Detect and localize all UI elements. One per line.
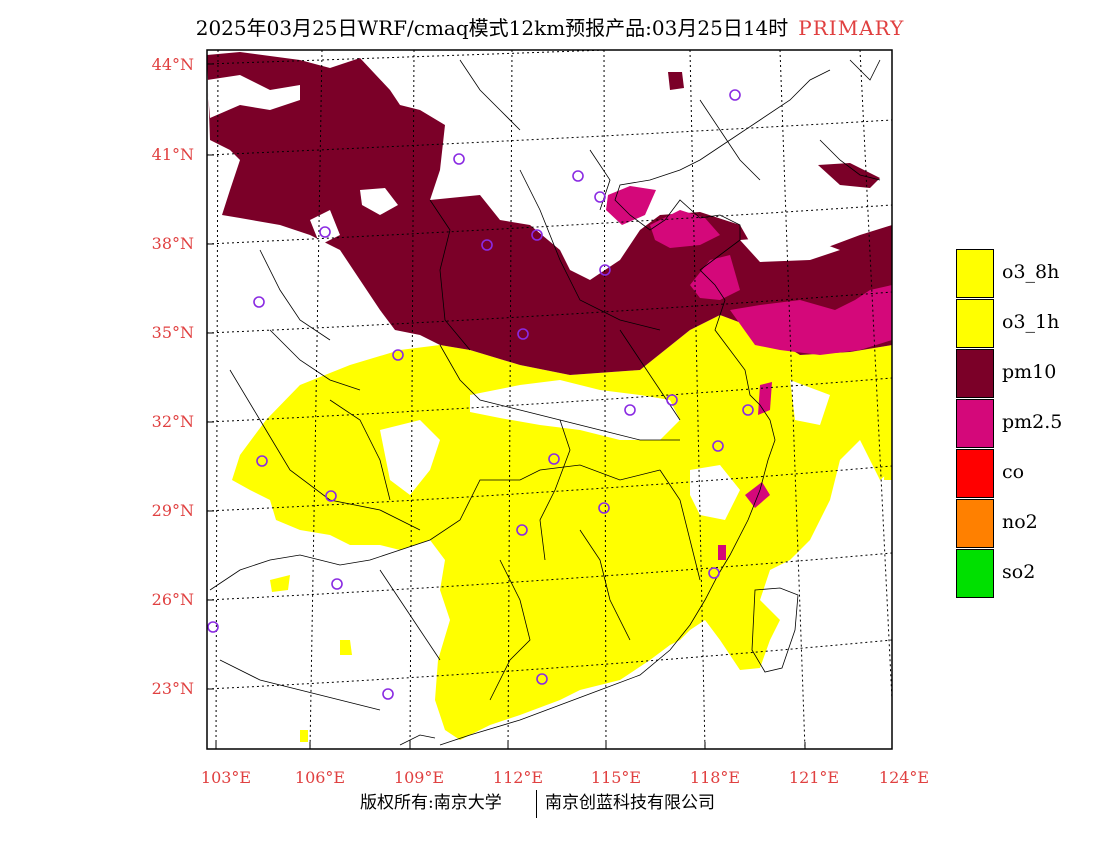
legend-swatch <box>956 349 994 398</box>
pm10-patch <box>818 163 880 188</box>
map-area <box>207 50 892 749</box>
o3-patch <box>270 575 290 592</box>
legend-item-so2: so2 <box>956 549 1096 599</box>
o3-patch <box>300 730 308 742</box>
lon-label: 121°E <box>788 768 840 787</box>
lon-label: 109°E <box>393 768 445 787</box>
station-marker <box>481 239 493 251</box>
legend-swatch <box>956 449 994 498</box>
lon-label: 112°E <box>492 768 544 787</box>
station-marker <box>572 170 584 182</box>
lat-label: 35°N <box>151 323 194 342</box>
pm10-gap <box>207 75 300 118</box>
pollutant-legend: o3_8h o3_1h pm10 pm2.5 co no2 so2 <box>956 249 1096 599</box>
legend-item-pm10: pm10 <box>956 349 1096 399</box>
legend-item-co: co <box>956 449 1096 499</box>
legend-label: o3_1h <box>1002 311 1060 333</box>
map-frame <box>206 49 893 750</box>
copyright-text: 版权所有:南京大学 <box>360 793 502 813</box>
station-marker <box>708 567 720 579</box>
lon-label: 103°E <box>200 768 252 787</box>
pm10-gap <box>360 188 398 215</box>
company-text: 南京创蓝科技有限公司 <box>545 793 715 813</box>
pm25-region <box>730 285 892 355</box>
footer-divider <box>536 790 537 818</box>
legend-swatch <box>956 499 994 548</box>
legend-label: pm10 <box>1002 361 1057 383</box>
station-marker <box>531 229 543 241</box>
station-marker <box>624 404 636 416</box>
legend-label: so2 <box>1002 561 1036 583</box>
pm10-gap <box>740 235 840 262</box>
station-marker <box>666 394 678 406</box>
boundaries <box>209 59 881 746</box>
legend-label: o3_8h <box>1002 261 1060 283</box>
station-marker <box>548 453 560 465</box>
lat-label: 32°N <box>151 412 194 431</box>
station-markers <box>207 89 754 700</box>
legend-item-no2: no2 <box>956 499 1096 549</box>
map-title: 2025年03月25日WRF/cmaq模式12km预报产品:03月25日14时 P… <box>0 12 1100 41</box>
station-marker <box>712 440 724 452</box>
lat-label: 41°N <box>151 145 194 164</box>
station-marker <box>207 621 219 633</box>
lat-label: 38°N <box>151 234 194 253</box>
o3-patch <box>884 440 892 480</box>
station-marker <box>536 673 548 685</box>
station-marker <box>453 153 465 165</box>
lat-label: 44°N <box>151 55 194 74</box>
graticule <box>207 50 892 749</box>
o3-gap <box>470 380 680 440</box>
station-marker <box>594 191 606 203</box>
legend-swatch <box>956 399 994 448</box>
station-marker <box>382 688 394 700</box>
map-title-text: 2025年03月25日WRF/cmaq模式12km预报产品:03月25日14时 <box>195 16 789 40</box>
station-marker <box>256 455 268 467</box>
o3-gap <box>790 380 830 425</box>
station-marker <box>319 226 331 238</box>
station-marker <box>517 328 529 340</box>
station-marker <box>331 578 343 590</box>
pm25-region <box>745 482 770 508</box>
legend-label: co <box>1002 461 1025 483</box>
station-marker <box>253 296 265 308</box>
station-marker <box>742 404 754 416</box>
primary-tag: PRIMARY <box>798 16 905 40</box>
axis-ticks <box>207 63 806 749</box>
station-marker <box>729 89 741 101</box>
legend-item-o3-8h: o3_8h <box>956 249 1096 299</box>
lat-label: 23°N <box>151 679 194 698</box>
station-marker <box>325 490 337 502</box>
pm25-region <box>690 255 740 300</box>
lat-label: 29°N <box>151 501 194 520</box>
pm25-region <box>606 186 656 225</box>
pm25-region <box>718 545 726 560</box>
o3-region <box>232 315 892 740</box>
station-marker <box>598 502 610 514</box>
station-marker <box>516 524 528 536</box>
lon-label: 115°E <box>590 768 642 787</box>
pm10-patch <box>668 72 684 90</box>
legend-label: no2 <box>1002 511 1038 533</box>
legend-item-o3-1h: o3_1h <box>956 299 1096 349</box>
o3-patch <box>340 640 352 655</box>
station-marker <box>599 264 611 276</box>
lon-label: 106°E <box>294 768 346 787</box>
o3-gap <box>380 420 440 495</box>
legend-swatch <box>956 299 994 348</box>
legend-swatch <box>956 249 994 298</box>
lon-label: 124°E <box>878 768 930 787</box>
legend-swatch <box>956 549 994 598</box>
lon-label: 118°E <box>689 768 741 787</box>
legend-label: pm2.5 <box>1002 411 1063 433</box>
legend-item-pm25: pm2.5 <box>956 399 1096 449</box>
station-marker <box>392 349 404 361</box>
lat-label: 26°N <box>151 590 194 609</box>
